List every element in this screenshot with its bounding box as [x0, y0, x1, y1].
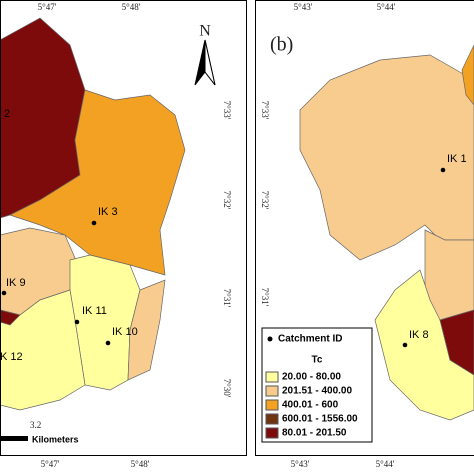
- north-label: N: [199, 23, 211, 40]
- legend-swatch: [265, 371, 279, 383]
- catchment-point: [402, 342, 408, 348]
- catchment-ik12: [0, 289, 86, 411]
- side-tick: 7°32': [260, 191, 270, 210]
- catchment-point: [1, 290, 7, 296]
- legend-marker-label: Catchment ID: [278, 334, 342, 345]
- right-frame: [255, 0, 474, 456]
- legend-marker: [267, 336, 273, 342]
- bottom-tick: 5°43': [291, 459, 310, 469]
- legend-label: 400.01 - 600: [282, 400, 339, 411]
- catchment-label: IK 1: [447, 153, 467, 165]
- catchment-darkred: [439, 309, 474, 376]
- catchment-point: [440, 167, 446, 173]
- catchment-label: IK 3: [98, 206, 118, 218]
- right-map: [299, 44, 474, 421]
- side-tick: 7°30': [222, 379, 232, 398]
- catchment-orange: [461, 44, 474, 106]
- side-tick: 7°32': [222, 191, 232, 210]
- legend-label: 20.00 - 80.00: [282, 372, 341, 383]
- legend-swatch: [265, 427, 279, 439]
- scale-bar: 3.2 Kilometers: [0, 420, 79, 444]
- scale-value: 3.2: [30, 420, 41, 430]
- scale-unit: Kilometers: [32, 434, 79, 444]
- top-tick: 5°47': [38, 2, 57, 12]
- legend-box: [261, 327, 373, 443]
- catchment-dark: [0, 309, 21, 326]
- catchment-point: [91, 220, 97, 226]
- left-frame: [0, 0, 247, 456]
- legend-swatch: [265, 385, 279, 397]
- catchment-point: [105, 340, 111, 346]
- catchment-label: 2: [4, 108, 10, 120]
- catchment-ik10: [127, 279, 166, 381]
- catchment-label: IK 9: [6, 277, 26, 289]
- legend-swatch: [265, 413, 279, 425]
- legend-label: 201.51 - 400.00: [282, 386, 352, 397]
- catchment-point: [74, 319, 80, 325]
- left-map: [0, 17, 186, 411]
- legend-title: Tc: [312, 355, 323, 366]
- top-tick: 5°44': [377, 2, 396, 12]
- left-points: [1, 220, 111, 346]
- legend-swatch: [265, 399, 279, 411]
- legend-label: 80.01 - 201.50: [282, 428, 347, 439]
- bottom-tick: 5°44': [376, 459, 395, 469]
- side-tick: 7°33': [222, 101, 232, 120]
- legend-label: 600.01 - 1556.00: [282, 414, 358, 425]
- catchment-label: IK 11: [82, 305, 107, 317]
- catchment-label: IK 8: [409, 329, 429, 341]
- north-arrow: N: [194, 23, 216, 86]
- catchment-label: IK 10: [112, 326, 138, 338]
- side-tick: 7°31': [222, 289, 232, 308]
- top-tick: 5°43': [294, 2, 313, 12]
- bottom-tick: 5°47': [41, 459, 60, 469]
- side-tick: 7°33': [260, 101, 270, 120]
- bottom-tick: 5°48': [131, 459, 150, 469]
- panel-label: (b): [270, 34, 293, 56]
- side-tick: 7°31': [260, 288, 270, 307]
- legend: Catchment ID Tc 20.00 - 80.00 201.51 - 40…: [261, 327, 373, 443]
- top-tick: 5°48': [122, 2, 141, 12]
- catchment-label: K 12: [0, 351, 23, 363]
